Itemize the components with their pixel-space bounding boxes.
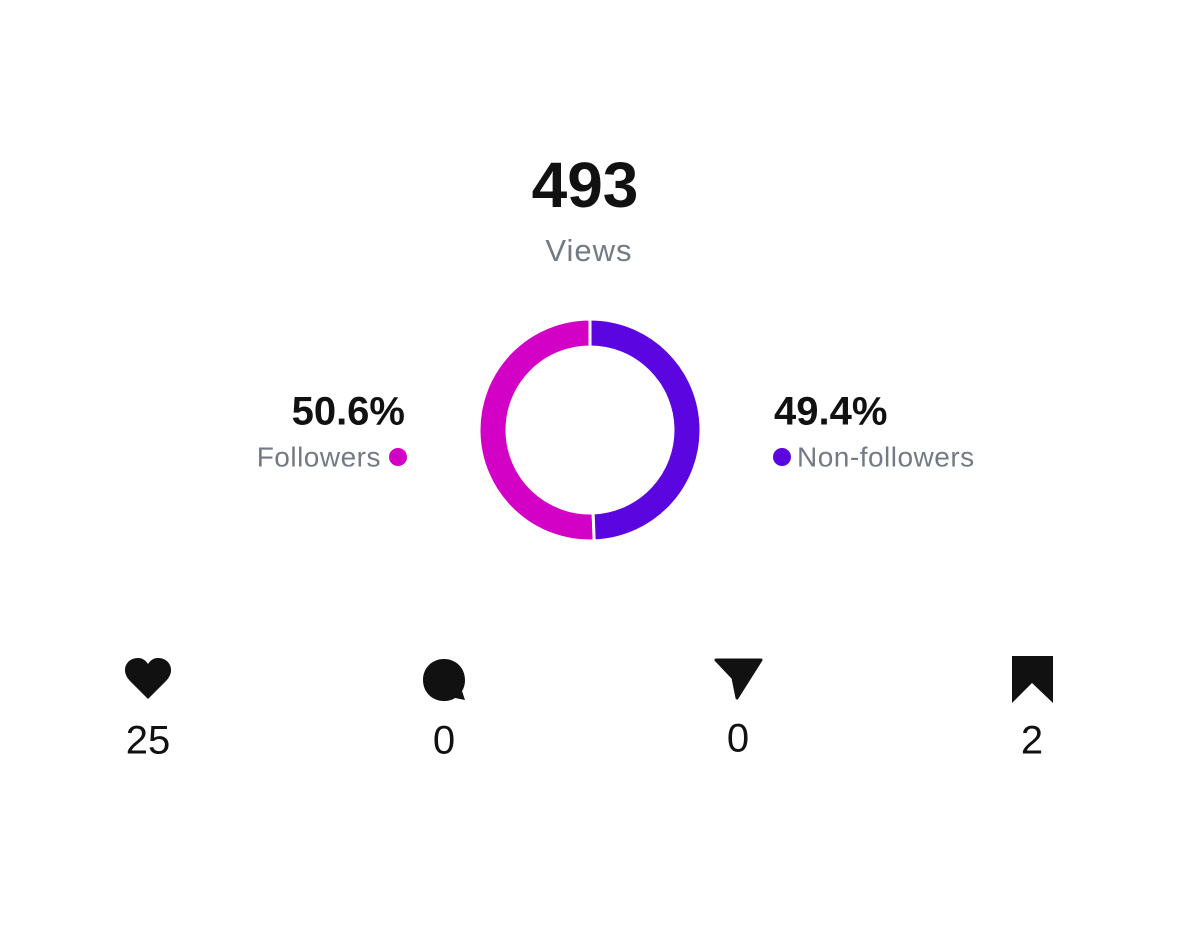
- share-count: 0: [727, 717, 749, 761]
- donut: [477, 317, 703, 543]
- donut-segment: [588, 317, 703, 543]
- save-count: 2: [1021, 719, 1043, 763]
- legend-dot: [773, 448, 791, 466]
- legend-label: Non-followers: [797, 441, 975, 472]
- value-label: 49.4%: [774, 390, 887, 434]
- like-count: 25: [126, 719, 171, 763]
- legend-dot: [389, 448, 407, 466]
- legend-label: Followers: [257, 441, 381, 472]
- total-label: Views: [545, 233, 632, 268]
- value-label: 50.6%: [292, 390, 405, 434]
- total: 493: [532, 149, 639, 221]
- save-icon: [1012, 656, 1053, 703]
- comment-count: 0: [433, 719, 455, 763]
- comment-icon: [423, 659, 465, 701]
- like-icon: [124, 658, 172, 699]
- donut-segment: [477, 317, 596, 543]
- share-icon: [714, 658, 763, 700]
